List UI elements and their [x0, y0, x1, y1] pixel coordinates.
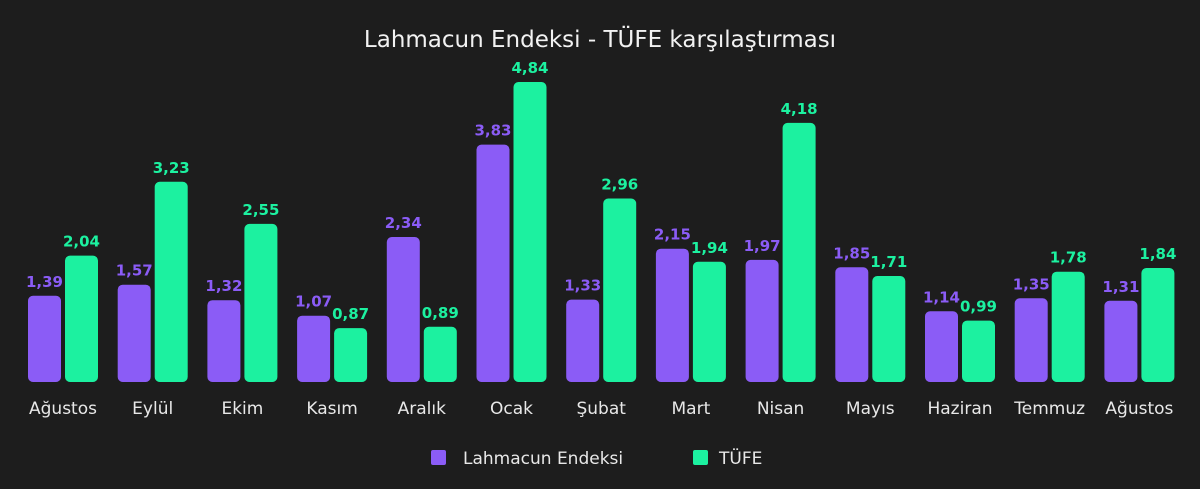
legend-label-tufe: TÜFE — [718, 447, 762, 469]
bar-lahmacun-12 — [1104, 300, 1138, 382]
data-label-tufe-1: 3,23 — [153, 159, 190, 177]
data-label-lahmacun-6: 1,33 — [564, 277, 601, 295]
category-label-2: Ekim — [221, 399, 263, 419]
data-label-tufe-2: 2,55 — [242, 201, 279, 219]
bar-tufe-2 — [244, 223, 278, 382]
data-label-tufe-9: 1,71 — [870, 253, 907, 271]
data-label-tufe-3: 0,87 — [332, 305, 369, 323]
bar-lahmacun-11 — [1014, 298, 1048, 382]
data-label-tufe-6: 2,96 — [601, 176, 638, 194]
legend-swatch-lahmacun — [431, 450, 446, 465]
bar-tufe-6 — [603, 198, 637, 382]
bar-lahmacun-8 — [745, 259, 779, 382]
data-label-tufe-7: 1,94 — [691, 239, 728, 257]
data-label-tufe-11: 1,78 — [1050, 249, 1087, 267]
data-label-lahmacun-0: 1,39 — [26, 273, 63, 291]
data-label-lahmacun-4: 2,34 — [385, 214, 422, 232]
category-label-10: Haziran — [927, 399, 992, 419]
bar-tufe-8 — [782, 122, 816, 383]
category-label-3: Kasım — [306, 399, 357, 419]
data-label-lahmacun-7: 2,15 — [654, 226, 691, 244]
data-label-lahmacun-2: 1,32 — [205, 277, 242, 295]
category-label-6: Şubat — [576, 399, 626, 419]
data-label-tufe-0: 2,04 — [63, 233, 100, 251]
bar-lahmacun-3 — [297, 315, 331, 382]
bar-lahmacun-5 — [476, 144, 510, 382]
bar-lahmacun-7 — [655, 248, 689, 382]
category-label-8: Nisan — [757, 399, 805, 419]
bar-lahmacun-10 — [925, 311, 958, 382]
data-label-lahmacun-10: 1,14 — [923, 288, 960, 306]
data-label-tufe-12: 1,84 — [1139, 245, 1176, 263]
bar-lahmacun-2 — [207, 300, 241, 382]
chart-title: Lahmacun Endeksi - TÜFE karşılaştırması — [364, 25, 836, 53]
data-label-tufe-10: 0,99 — [960, 298, 997, 316]
bar-tufe-12 — [1141, 268, 1175, 382]
data-label-lahmacun-12: 1,31 — [1102, 278, 1139, 296]
bar-tufe-10 — [962, 320, 995, 382]
data-label-lahmacun-8: 1,97 — [744, 237, 781, 255]
bar-tufe-5 — [513, 82, 547, 382]
data-label-lahmacun-11: 1,35 — [1013, 275, 1050, 293]
legend-swatch-tufe — [693, 450, 708, 465]
bar-tufe-11 — [1051, 271, 1085, 382]
data-label-lahmacun-3: 1,07 — [295, 293, 332, 311]
bar-lahmacun-1 — [117, 284, 151, 382]
data-label-lahmacun-9: 1,85 — [833, 244, 870, 262]
category-label-0: Ağustos — [29, 399, 97, 419]
data-label-tufe-4: 0,89 — [422, 304, 459, 322]
bar-tufe-1 — [154, 181, 188, 382]
category-label-4: Aralık — [398, 399, 446, 419]
bar-lahmacun-4 — [386, 237, 420, 382]
bar-tufe-0 — [65, 255, 98, 382]
data-label-tufe-5: 4,84 — [511, 59, 548, 77]
category-label-1: Eylül — [132, 399, 173, 419]
category-label-5: Ocak — [490, 399, 533, 419]
data-label-lahmacun-1: 1,57 — [116, 262, 153, 280]
category-label-7: Mart — [672, 399, 711, 419]
bar-tufe-7 — [692, 261, 726, 382]
bar-lahmacun-6 — [566, 299, 600, 382]
bar-tufe-4 — [423, 326, 457, 382]
legend-label-lahmacun: Lahmacun Endeksi — [463, 449, 623, 469]
bar-tufe-9 — [872, 276, 906, 382]
category-label-9: Mayıs — [846, 399, 895, 419]
legend: Lahmacun Endeksi TÜFE — [431, 447, 762, 469]
bars-group: 1,39 2,04 Ağustos 1,57 3,23 Eylül 1,32 2,55 Ekim… — [26, 59, 1176, 419]
bar-lahmacun-9 — [835, 267, 869, 382]
data-label-lahmacun-5: 3,83 — [474, 122, 511, 140]
bar-tufe-3 — [334, 328, 368, 382]
category-label-12: Ağustos — [1105, 399, 1173, 419]
data-label-tufe-8: 4,18 — [781, 100, 818, 118]
bar-lahmacun-0 — [28, 295, 61, 382]
category-label-11: Temmuz — [1013, 399, 1085, 419]
